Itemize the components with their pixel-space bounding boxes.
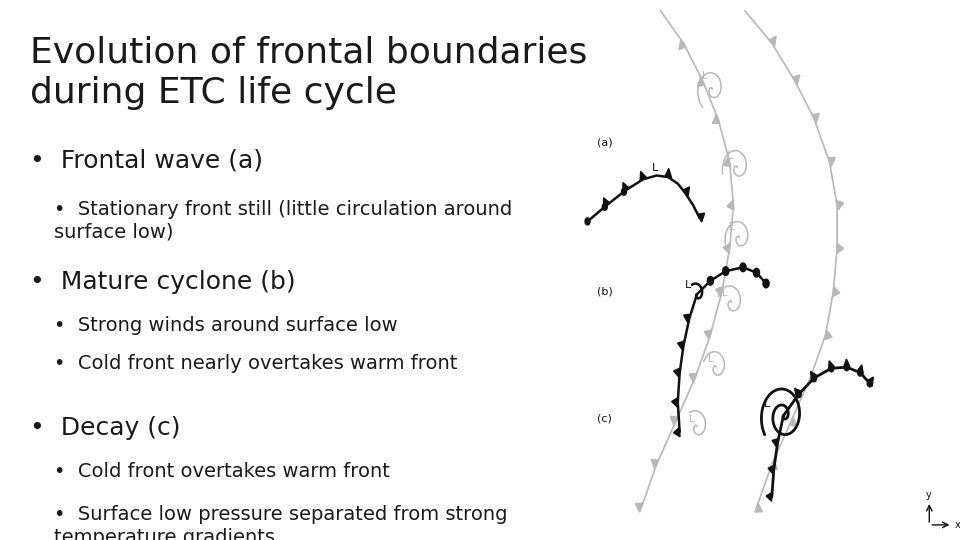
Polygon shape [623, 183, 629, 192]
Text: •  Frontal wave (a): • Frontal wave (a) [30, 148, 263, 172]
Text: Evolution of frontal boundaries
during ETC life cycle: Evolution of frontal boundaries during E… [30, 35, 588, 110]
Text: L: L [764, 399, 770, 409]
Polygon shape [828, 361, 834, 370]
Text: L: L [652, 164, 658, 173]
Text: •  Cold front overtakes warm front: • Cold front overtakes warm front [54, 462, 390, 481]
Text: •  Stationary front still (little circulation around
surface low): • Stationary front still (little circula… [54, 200, 512, 241]
Polygon shape [727, 200, 733, 210]
Polygon shape [712, 114, 720, 123]
Polygon shape [844, 359, 850, 367]
Polygon shape [674, 368, 681, 377]
Text: L: L [702, 71, 708, 80]
Text: •  Decay (c): • Decay (c) [30, 416, 180, 440]
Polygon shape [857, 365, 863, 374]
Text: (c): (c) [597, 413, 612, 423]
Text: (a): (a) [597, 138, 612, 148]
Circle shape [796, 391, 802, 397]
Polygon shape [640, 171, 646, 181]
Polygon shape [674, 427, 680, 437]
Circle shape [857, 369, 863, 376]
Text: y: y [925, 490, 931, 500]
Polygon shape [867, 377, 874, 386]
Text: •  Cold front nearly overtakes warm front: • Cold front nearly overtakes warm front [54, 354, 457, 373]
Polygon shape [812, 113, 820, 123]
Polygon shape [810, 372, 817, 381]
Polygon shape [724, 157, 731, 167]
Polygon shape [789, 417, 797, 426]
Circle shape [740, 263, 746, 272]
Text: L: L [727, 151, 732, 160]
Polygon shape [651, 460, 659, 469]
Circle shape [621, 188, 627, 195]
Polygon shape [836, 200, 844, 210]
Polygon shape [689, 374, 697, 382]
Circle shape [723, 267, 729, 275]
Circle shape [867, 380, 873, 387]
Circle shape [828, 365, 834, 372]
Polygon shape [793, 75, 800, 85]
Polygon shape [636, 503, 643, 512]
Polygon shape [697, 77, 705, 86]
Text: L: L [722, 288, 728, 298]
Circle shape [763, 279, 769, 288]
Polygon shape [795, 388, 801, 397]
Polygon shape [723, 244, 730, 253]
Polygon shape [664, 168, 672, 178]
Polygon shape [769, 36, 776, 46]
Circle shape [844, 364, 850, 370]
Polygon shape [679, 39, 686, 50]
Polygon shape [772, 438, 779, 447]
Polygon shape [672, 397, 678, 407]
Polygon shape [825, 330, 832, 340]
Polygon shape [705, 330, 711, 340]
Polygon shape [808, 374, 816, 382]
Polygon shape [678, 341, 684, 350]
Text: L: L [729, 222, 734, 232]
Polygon shape [828, 158, 835, 166]
Circle shape [602, 203, 608, 210]
Text: L: L [708, 354, 713, 363]
Polygon shape [755, 503, 762, 512]
Polygon shape [768, 465, 775, 474]
Polygon shape [770, 460, 778, 469]
Polygon shape [670, 416, 678, 426]
Circle shape [811, 375, 817, 381]
Polygon shape [833, 287, 840, 296]
Polygon shape [698, 213, 705, 222]
Text: L: L [685, 280, 691, 290]
Polygon shape [766, 492, 772, 501]
Circle shape [585, 218, 590, 225]
Text: (b): (b) [597, 286, 612, 296]
Text: •  Mature cyclone (b): • Mature cyclone (b) [30, 270, 296, 294]
Polygon shape [683, 187, 689, 197]
Text: •  Strong winds around surface low: • Strong winds around surface low [54, 316, 397, 335]
Polygon shape [837, 244, 844, 253]
Polygon shape [715, 287, 723, 296]
Circle shape [754, 268, 759, 277]
Text: •  Surface low pressure separated from strong
temperature gradients: • Surface low pressure separated from st… [54, 505, 507, 540]
Text: x: x [955, 521, 960, 530]
Text: L: L [689, 414, 695, 424]
Circle shape [708, 276, 713, 285]
Polygon shape [604, 198, 610, 208]
Polygon shape [684, 314, 690, 323]
